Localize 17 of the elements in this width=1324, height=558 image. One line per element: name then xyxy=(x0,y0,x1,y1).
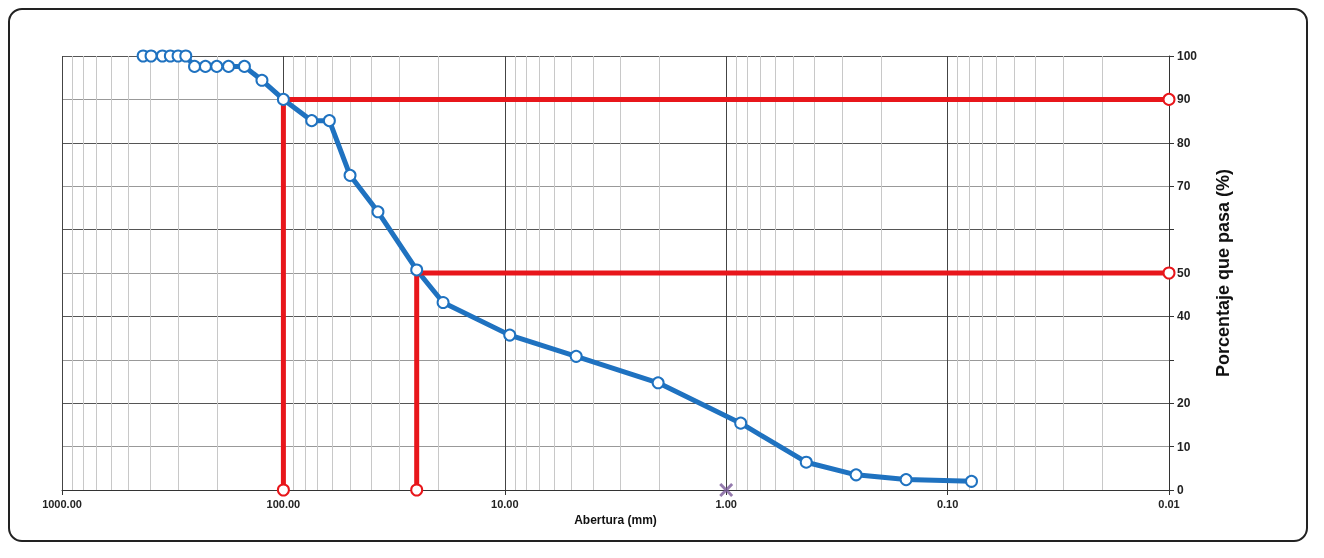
x-tick-label: 0.10 xyxy=(936,497,959,510)
y-tick-label: 20 xyxy=(1177,396,1191,411)
y-tick-label: 90 xyxy=(1177,92,1191,107)
x-tick-label: 10.00 xyxy=(491,497,519,510)
y-tick-label: 40 xyxy=(1177,309,1191,324)
y-tick-label: 50 xyxy=(1177,266,1191,280)
y-tick-label: 100 xyxy=(1177,49,1198,63)
x-axis-title: Abertura (mm) xyxy=(574,512,657,527)
y-axis-title: Porcentaje que pasa (%) xyxy=(1213,168,1233,378)
x-tick-label: 1.00 xyxy=(715,497,737,510)
x-tick-label: 0.01 xyxy=(1158,497,1180,510)
y-tick-label: 70 xyxy=(1177,179,1191,194)
x-tick-label: 1000.00 xyxy=(42,497,82,510)
x-tick-label: 100.00 xyxy=(266,497,301,510)
y-tick-label: 10 xyxy=(1177,439,1191,454)
y-tick-label: 0 xyxy=(1177,483,1184,497)
y-tick-label: 80 xyxy=(1177,135,1191,150)
